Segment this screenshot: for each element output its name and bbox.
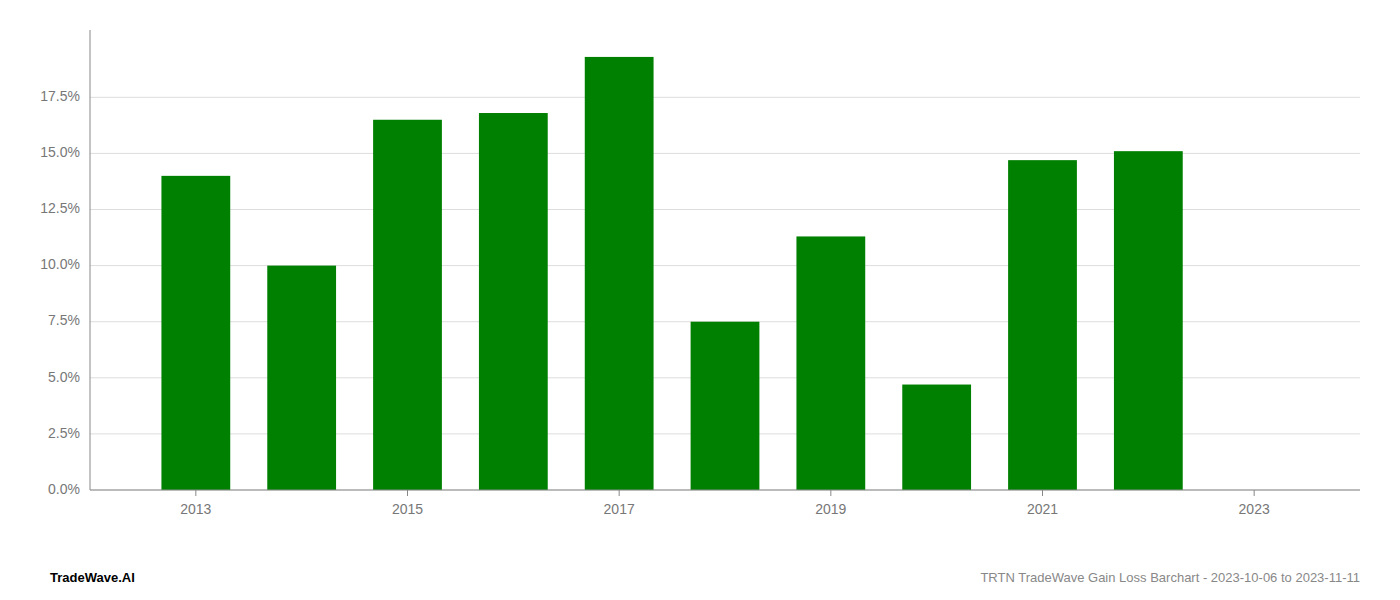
bar	[479, 113, 548, 490]
chart: 0.0% 2.5% 5.0% 7.5% 10.0% 12.5% 15.0% 17.5% 2013…	[0, 0, 1400, 600]
bar	[1114, 151, 1183, 490]
bar	[1008, 160, 1077, 490]
grid-line	[90, 97, 1360, 98]
y-tick-label: 0.0%	[48, 481, 80, 497]
x-tick	[1042, 490, 1043, 496]
bar	[902, 385, 971, 490]
bar	[373, 120, 442, 490]
bar	[161, 176, 230, 490]
footer-right: TRTN TradeWave Gain Loss Barchart - 2023…	[980, 570, 1360, 585]
y-axis-labels: 0.0% 2.5% 5.0% 7.5% 10.0% 12.5% 15.0% 17.5%	[40, 88, 80, 497]
y-tick-label: 5.0%	[48, 369, 80, 385]
y-axis-line	[90, 30, 91, 490]
y-tick-label: 2.5%	[48, 425, 80, 441]
x-tick	[619, 490, 620, 496]
grid-line	[90, 490, 1360, 491]
y-tick-label: 12.5%	[40, 200, 80, 216]
x-tick	[407, 490, 408, 496]
x-tick-label: 2017	[604, 501, 635, 517]
y-tick-label: 10.0%	[40, 256, 80, 272]
bars	[161, 57, 1182, 490]
x-axis-labels: 2013 2015 2017 2019 2021 2023	[180, 501, 1270, 517]
x-tick-label: 2013	[180, 501, 211, 517]
bar	[691, 322, 760, 490]
axes	[90, 30, 1360, 496]
x-tick-label: 2021	[1027, 501, 1058, 517]
y-grid	[90, 97, 1360, 490]
y-tick-label: 17.5%	[40, 88, 80, 104]
bar	[796, 236, 865, 490]
footer-left: TradeWave.AI	[50, 570, 135, 585]
x-tick-label: 2023	[1239, 501, 1270, 517]
bar	[267, 266, 336, 490]
x-axis-line	[90, 490, 1360, 491]
y-tick-label: 7.5%	[48, 312, 80, 328]
x-tick-label: 2019	[815, 501, 846, 517]
chart-container: 0.0% 2.5% 5.0% 7.5% 10.0% 12.5% 15.0% 17.5% 2013…	[0, 0, 1400, 600]
y-tick-label: 15.0%	[40, 144, 80, 160]
x-tick-label: 2015	[392, 501, 423, 517]
x-tick	[1254, 490, 1255, 496]
x-tick	[195, 490, 196, 496]
bar	[585, 57, 654, 490]
x-tick	[830, 490, 831, 496]
